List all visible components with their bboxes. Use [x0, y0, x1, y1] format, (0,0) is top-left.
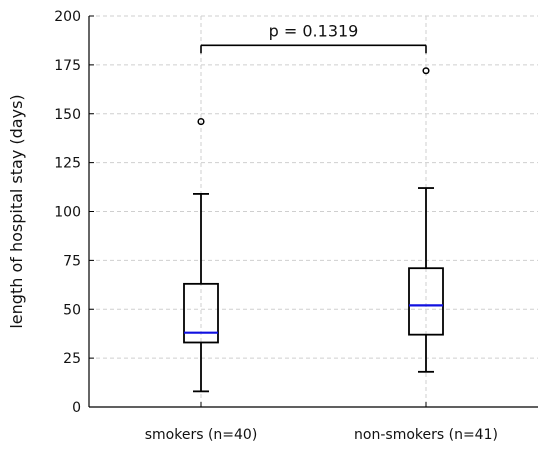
y-tick-label: 25 [63, 351, 81, 367]
y-tick-label: 100 [54, 205, 81, 221]
iqr-box [408, 267, 444, 336]
y-axis-title: length of hospital stay (days) [7, 94, 26, 328]
outlier-point [197, 118, 205, 126]
outlier-point [422, 67, 430, 75]
boxes [183, 67, 444, 393]
grid-lines [89, 15, 538, 407]
x-tick-label: non-smokers (n=41) [354, 427, 498, 443]
x-tick-label: smokers (n=40) [145, 427, 258, 443]
y-tick-label: 75 [63, 253, 81, 269]
p-value-label: p = 0.1319 [269, 21, 359, 40]
y-tick-label: 200 [54, 9, 81, 25]
significance-annotation: p = 0.1319 [200, 21, 427, 54]
y-tick-label: 0 [72, 400, 81, 416]
y-tick-label: 175 [54, 58, 81, 74]
y-tick-label: 150 [54, 107, 81, 123]
y-tick-label: 50 [63, 302, 81, 318]
iqr-box [183, 282, 219, 344]
y-tick-label: 125 [54, 156, 81, 172]
axes: 0 25 50 75 100 125 150 175 200 smokers (n=40) non-… [54, 9, 538, 443]
